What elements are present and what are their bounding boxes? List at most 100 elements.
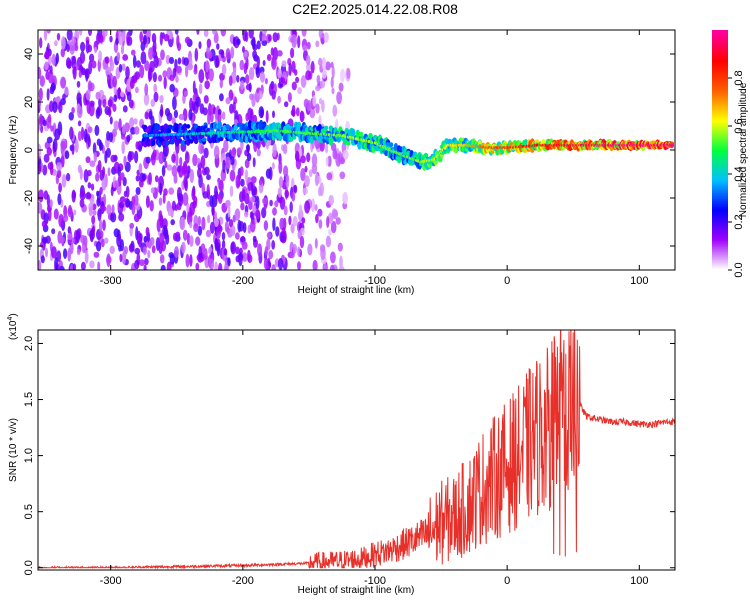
heatmap-cell (214, 108, 219, 120)
heatmap-cell (189, 235, 194, 247)
colorbar-segment (712, 48, 728, 51)
heatmap-cell (38, 201, 43, 214)
colorbar-segment (712, 116, 728, 119)
heatmap-cell (87, 126, 93, 133)
heatmap-cell (161, 165, 166, 177)
heatmap-cell (245, 112, 249, 122)
heatmap-cell (130, 240, 135, 252)
heatmap-cell (71, 36, 76, 45)
heatmap-cell (342, 191, 348, 205)
heatmap-cell (205, 229, 211, 238)
heatmap-cell (107, 74, 111, 86)
heatmap-cell (40, 255, 45, 264)
colorbar-segment (712, 244, 728, 247)
heatmap-cell (134, 150, 139, 164)
heatmap-cell (297, 261, 301, 270)
colorbar-segment (712, 90, 728, 93)
heatmap-cell (306, 62, 312, 72)
heatmap-cell (85, 89, 91, 101)
heatmap-cell (325, 61, 331, 71)
heatmap-cell (126, 134, 131, 143)
heatmap-cell (306, 152, 311, 163)
colorbar-segment (712, 150, 728, 153)
colorbar-segment (712, 84, 728, 87)
colorbar-segment (712, 248, 728, 251)
heatmap-cell (221, 239, 226, 250)
colorbar-segment (712, 156, 728, 159)
heatmap-cell (203, 95, 209, 104)
heatmap-cell (182, 192, 189, 206)
heatmap-cell (189, 254, 193, 267)
heatmap-cell (248, 199, 253, 211)
y-tick-label: 1.0 (23, 448, 35, 463)
heatmap-cell (164, 160, 168, 169)
heatmap-cell (49, 199, 53, 208)
heatmap-cell (323, 125, 329, 130)
heatmap-cell (272, 32, 279, 43)
colorbar-segment (712, 152, 728, 155)
heatmap-cell (271, 162, 275, 170)
heatmap-cell (66, 30, 73, 41)
heatmap-cell (103, 30, 108, 37)
heatmap-cell (276, 32, 280, 41)
heatmap-cell (268, 83, 274, 96)
heatmap-cell (240, 202, 245, 211)
colorbar-segment (712, 100, 728, 103)
heatmap-cell (230, 156, 235, 166)
heatmap-cell (285, 123, 291, 129)
heatmap-cell (122, 124, 126, 135)
heatmap-cell (233, 124, 238, 131)
heatmap-x-axis-label: Height of straight line (km) (298, 285, 415, 296)
heatmap-cell (197, 215, 201, 226)
heatmap-cell (162, 225, 168, 237)
colorbar-segment (712, 176, 728, 179)
heatmap-cell (102, 219, 106, 231)
heatmap-cell (256, 40, 261, 50)
colorbar-segment (712, 124, 728, 127)
heatmap-cell (104, 106, 110, 115)
heatmap-cell (84, 250, 89, 264)
heatmap-cell (85, 69, 89, 82)
heatmap-cell (76, 92, 82, 104)
heatmap-cell (240, 236, 246, 243)
heatmap-cell (106, 204, 112, 215)
heatmap-cell (153, 83, 158, 93)
x-tick-label: -100 (364, 275, 386, 287)
heatmap-cell (169, 74, 175, 82)
heatmap-cell (192, 80, 196, 94)
heatmap-cell (319, 80, 326, 89)
heatmap-cell (89, 100, 95, 107)
heatmap-cell (76, 80, 81, 88)
heatmap-cell (192, 153, 198, 167)
heatmap-cell (292, 243, 298, 254)
heatmap-cell (81, 67, 86, 76)
snr-frame (37, 329, 676, 571)
colorbar-segment (712, 130, 728, 133)
x-tick-label: 0 (504, 575, 510, 587)
heatmap-cell (229, 169, 236, 182)
heatmap-cell (131, 49, 136, 56)
heatmap-cell (99, 186, 103, 195)
heatmap-cell (242, 252, 248, 263)
heatmap-cell (47, 69, 54, 84)
colorbar-segment (712, 126, 728, 129)
heatmap-cell (277, 187, 282, 198)
heatmap-cell (129, 79, 135, 89)
heatmap-cell (204, 248, 208, 260)
heatmap-cell (228, 219, 234, 228)
heatmap-cell (61, 174, 67, 188)
heatmap-cell (43, 30, 48, 41)
heatmap-cell (271, 240, 276, 250)
heatmap-cell (256, 56, 260, 68)
heatmap-cell (120, 172, 125, 181)
heatmap-cell (181, 241, 186, 254)
colorbar-segment (712, 132, 728, 135)
heatmap-cell (322, 263, 327, 270)
heatmap-cell (217, 120, 222, 130)
heatmap-cell (159, 95, 164, 103)
heatmap-cell (77, 130, 82, 142)
heatmap-cell (115, 37, 119, 46)
heatmap-cell (109, 116, 113, 125)
heatmap-cell (282, 143, 288, 155)
heatmap-cell (239, 59, 245, 71)
